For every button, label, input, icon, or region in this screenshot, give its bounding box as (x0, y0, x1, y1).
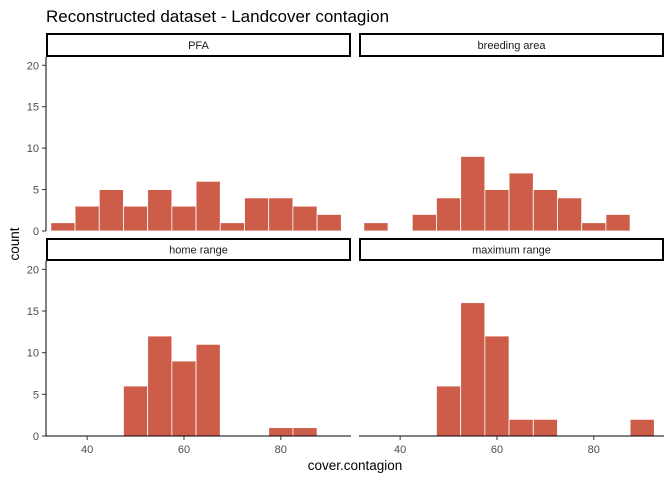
facet-strip (46, 238, 351, 261)
facet-strip (359, 238, 664, 261)
chart-title: Reconstructed dataset - Landcover contag… (46, 7, 389, 26)
x-tick-label: 40 (81, 444, 93, 456)
histogram-bar (460, 302, 486, 437)
histogram-bar (508, 418, 534, 437)
x-tick-label: 80 (588, 444, 600, 456)
x-tick-label: 60 (178, 444, 190, 456)
histogram-bar (508, 172, 534, 232)
histogram-bar (316, 214, 342, 232)
facet-panel: breeding area (359, 33, 664, 232)
histogram-bar (195, 343, 221, 437)
y-tick-label: 0 (33, 226, 39, 238)
histogram-bar (557, 197, 583, 232)
y-axis-title: count (7, 227, 22, 260)
x-tick-label: 80 (275, 444, 287, 456)
y-tick-label: 0 (33, 431, 39, 443)
facet-strip-label: home range (169, 245, 228, 257)
x-tick-label: 40 (394, 444, 406, 456)
facet-strip-label: breeding area (478, 40, 547, 52)
histogram-bar (147, 335, 173, 437)
histogram-bar (581, 222, 607, 232)
histogram-bar (171, 360, 197, 437)
y-tick-label: 10 (27, 348, 39, 360)
facet-strip (46, 33, 351, 57)
histogram-bar (532, 189, 558, 232)
histogram-bar (363, 222, 389, 232)
facet-strip (359, 33, 664, 57)
x-tick-label: 60 (491, 444, 503, 456)
histogram-bar (268, 197, 294, 232)
histogram-bar (123, 385, 149, 437)
histogram-bar (171, 205, 197, 232)
y-tick-label: 20 (27, 264, 39, 276)
histogram-bar (244, 197, 270, 232)
histogram-bar (292, 427, 318, 437)
histogram-bar (460, 156, 486, 232)
y-tick-label: 5 (33, 185, 39, 197)
facet-strip-label: maximum range (472, 245, 551, 257)
facet-panel: PFA 0 5 10 15 20 (27, 33, 351, 238)
x-axis-title: cover.contagion (308, 458, 403, 473)
histogram-bar (98, 189, 124, 232)
histogram-bar (50, 222, 76, 232)
y-tick-label: 15 (27, 102, 39, 114)
histogram-bar (147, 189, 173, 232)
histogram-bar (123, 205, 149, 232)
histogram-bar (484, 189, 510, 232)
histogram-bar (195, 180, 221, 232)
histogram-bar (484, 335, 510, 437)
histogram-bar (268, 427, 294, 437)
histogram-bar (605, 214, 631, 232)
histogram-bar (436, 197, 462, 232)
facet-strip-label: PFA (188, 40, 209, 52)
y-tick-label: 5 (33, 389, 39, 401)
y-tick-label: 20 (27, 60, 39, 72)
histogram-bar (532, 418, 558, 437)
histogram-bar (219, 222, 245, 232)
histogram-bar (411, 214, 437, 232)
histogram-bar (436, 385, 462, 437)
histogram-bar (629, 418, 655, 437)
facet-panel: maximum range 40 60 80 (359, 238, 664, 456)
histogram-bar (292, 205, 318, 232)
y-tick-label: 10 (27, 143, 39, 155)
histogram-bar (74, 205, 100, 232)
facet-panels: PFA 0 5 10 15 20 breeding area home range 0 5 10 15… (27, 33, 664, 456)
y-tick-label: 15 (27, 306, 39, 318)
facet-panel: home range 0 5 10 15 20 40 60 80 (27, 238, 351, 456)
